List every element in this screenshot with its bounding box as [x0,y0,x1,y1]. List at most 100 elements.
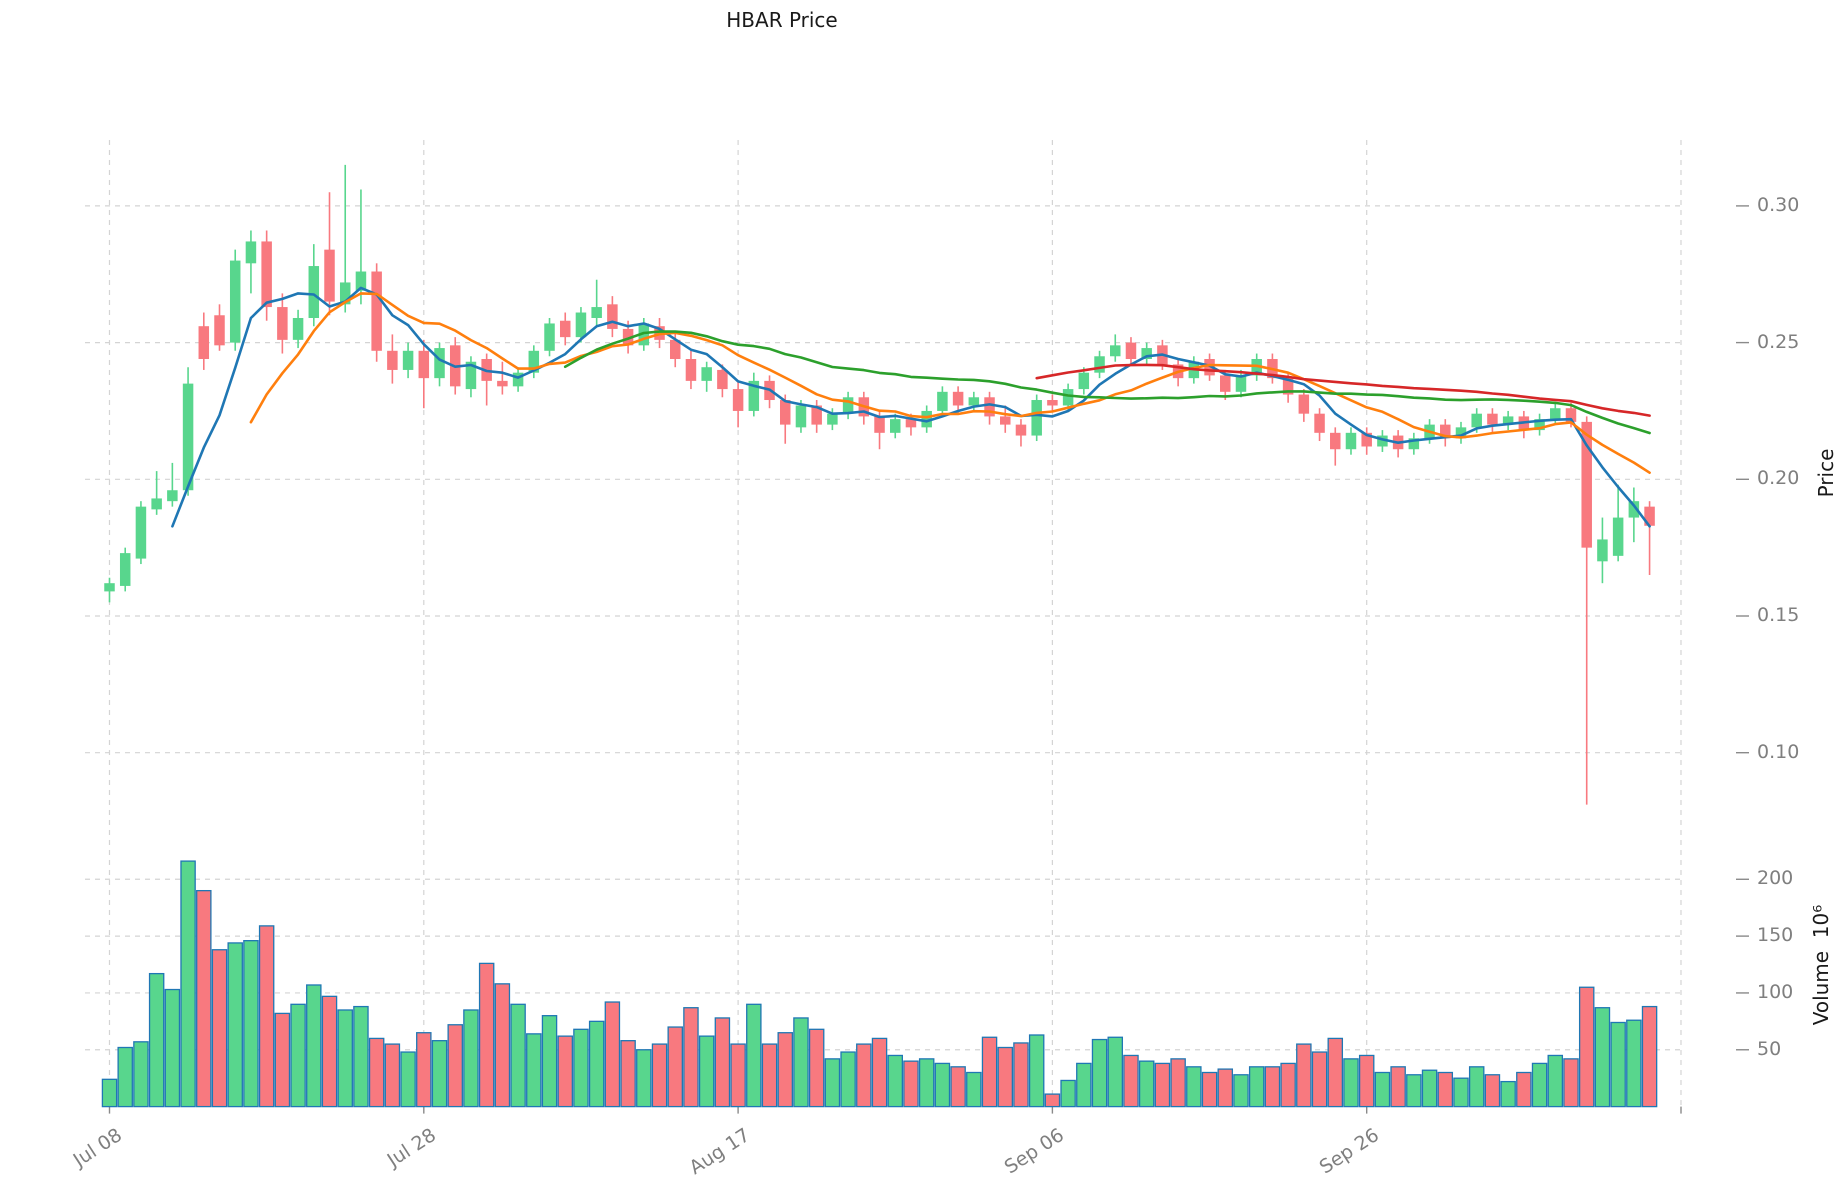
candle-body [937,391,948,411]
candle-body [434,348,445,379]
candle-body [497,380,508,387]
candle-body [339,282,351,305]
candle-body [292,317,304,340]
candle-body [1047,400,1058,406]
candle-body [402,350,414,370]
volume-bar [258,925,275,1108]
volume-bar [1123,1054,1139,1108]
price-tick-label: 0.25 [1757,330,1800,353]
volume-bar [714,1017,731,1108]
candle-body [324,249,335,302]
candle-body [984,397,995,417]
volume-bar [290,1003,306,1108]
volume-bar [526,1033,542,1108]
volume-axis-label: Volume 10⁶ [1809,904,1833,1026]
volume-bar [148,972,165,1108]
volume-bar [1217,1068,1234,1108]
volume-bar [604,1001,621,1108]
candle-body [748,380,760,411]
volume-bar [1296,1043,1312,1108]
volume-bar [667,1026,683,1108]
volume-bar [1154,1062,1171,1108]
candle-body [1455,427,1467,439]
candle-body [1345,432,1357,450]
candle-body [355,271,367,291]
volume-bar [1406,1074,1422,1108]
volume-bar [1516,1071,1532,1108]
candle-body [607,304,618,329]
candle-body [890,419,901,433]
candle-body [198,326,210,360]
candle-body [512,372,524,387]
volume-bar [368,1037,385,1108]
candle-body [732,389,744,411]
candle-body [685,359,697,381]
candle-body [1031,400,1042,436]
volume-bar [196,889,212,1108]
volume-bar [1484,1074,1501,1108]
candle-body [1204,359,1215,376]
volume-bar [1453,1077,1469,1108]
volume-bar [918,1058,935,1108]
candle-body [1062,389,1074,406]
volume-bar [903,1060,919,1108]
volume-bar [321,995,338,1108]
candle-body [811,405,822,425]
tick-marks-layer [108,205,1749,1114]
ma-path-ma60 [1035,363,1651,417]
candle-body [827,413,838,425]
candle-body [544,323,555,351]
volume-bars-layer [101,860,1658,1108]
volume-bar [1186,1066,1202,1108]
candle-body [1141,348,1152,360]
volume-bar [164,988,181,1108]
volume-bar [1626,1019,1642,1108]
price-tick-label: 0.20 [1757,467,1800,490]
candles-layer [104,164,1655,805]
volume-bar [211,949,228,1108]
volume-bar [557,1035,573,1108]
volume-bar [1374,1071,1391,1108]
candle-body [1408,438,1420,450]
candle-body [308,266,320,318]
candle-body [1628,501,1640,518]
volume-bar [824,1058,841,1108]
volume-bar [1280,1062,1296,1108]
volume-bar [447,1024,463,1108]
volume-bar [1563,1058,1579,1108]
chart-title: HBAR Price [726,8,838,32]
candle-body [277,307,288,340]
candle-body [921,410,932,428]
volume-bar [808,1028,825,1108]
candle-body [1000,416,1011,425]
volume-bar [698,1035,715,1108]
volume-bar [510,1003,526,1108]
price-tick-label: 0.10 [1757,740,1800,763]
candle-body [1314,413,1325,433]
volume-tick-label: 150 [1757,924,1794,947]
candle-body [591,307,602,318]
candle-body [1015,424,1027,436]
volume-bar [1500,1080,1516,1108]
volume-bar [1311,1051,1328,1108]
volume-bar [620,1040,636,1108]
candle-body [795,405,807,428]
volume-tick-label: 50 [1757,1037,1782,1060]
candle-body [1282,378,1294,395]
candle-body [135,506,147,559]
candle-body [1330,432,1341,450]
volume-bar [1578,986,1595,1108]
volume-tick-label: 100 [1757,980,1794,1003]
candle-body [1235,375,1247,392]
candle-body [1298,394,1310,414]
volume-bar [1421,1069,1438,1108]
volume-bar [1091,1038,1108,1108]
volume-bar [1437,1071,1454,1108]
volume-bar [997,1046,1014,1108]
volume-bar [887,1054,904,1108]
volume-bar [478,962,495,1108]
volume-bar [243,940,259,1108]
volume-bar [1327,1037,1344,1108]
candle-body [465,361,477,390]
